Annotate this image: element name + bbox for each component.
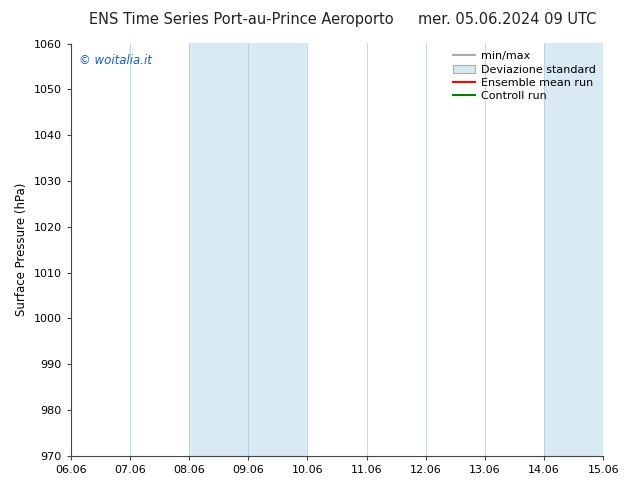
Text: mer. 05.06.2024 09 UTC: mer. 05.06.2024 09 UTC bbox=[418, 12, 597, 27]
Text: © woitalia.it: © woitalia.it bbox=[79, 54, 152, 67]
Legend: min/max, Deviazione standard, Ensemble mean run, Controll run: min/max, Deviazione standard, Ensemble m… bbox=[448, 47, 600, 106]
Text: ENS Time Series Port-au-Prince Aeroporto: ENS Time Series Port-au-Prince Aeroporto bbox=[89, 12, 393, 27]
Bar bbox=[189, 44, 307, 456]
Bar bbox=[544, 44, 603, 456]
Y-axis label: Surface Pressure (hPa): Surface Pressure (hPa) bbox=[15, 183, 28, 317]
